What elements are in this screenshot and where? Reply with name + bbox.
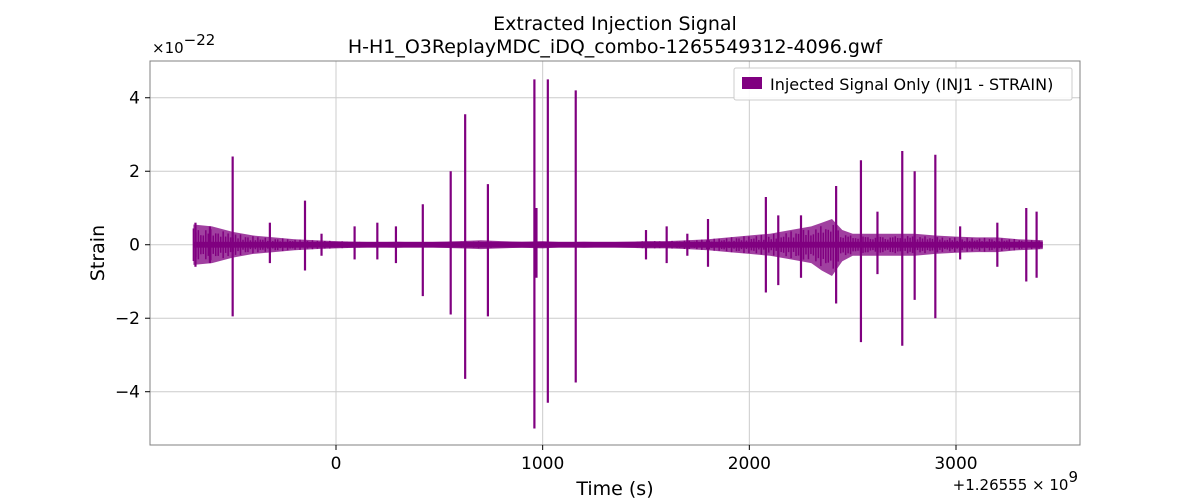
legend-box <box>733 67 1073 101</box>
y-tick-label: −2 <box>115 309 140 329</box>
y-tick-label: 4 <box>129 89 140 109</box>
x-offset-exponent: 9 <box>1068 468 1078 486</box>
x-axis-label: Time (s) <box>575 478 653 500</box>
y-axis-label: Strain <box>87 225 109 281</box>
legend-label: Injected Signal Only (INJ1 - STRAIN) <box>770 75 1053 94</box>
chart-subtitle: H-H1_O3ReplayMDC_iDQ_combo-1265549312-40… <box>348 36 884 58</box>
y-axis: 4 2 0 −2 −4 <box>115 89 150 403</box>
plot-frame <box>149 60 1081 446</box>
x-tick-label: 1000 <box>521 454 564 474</box>
x-offset-label: +1.26555 × 109 <box>953 468 1078 494</box>
y-tick-label: 0 <box>129 236 140 256</box>
x-tick-label: 0 <box>331 454 342 474</box>
x-tick-label: 3000 <box>934 454 977 474</box>
x-axis: 0 1000 2000 3000 <box>331 445 978 474</box>
y-multiplier: ×10−22 <box>152 31 215 57</box>
y-multiplier-exponent: −22 <box>184 31 216 49</box>
legend-swatch <box>742 77 762 89</box>
x-tick-label: 2000 <box>728 454 771 474</box>
chart-title: Extracted Injection Signal <box>493 13 737 35</box>
y-tick-label: 2 <box>129 162 140 182</box>
legend: Injected Signal Only (INJ1 - STRAIN) <box>733 67 1073 101</box>
data-layer <box>192 79 1043 429</box>
y-tick-label: −4 <box>115 383 140 403</box>
